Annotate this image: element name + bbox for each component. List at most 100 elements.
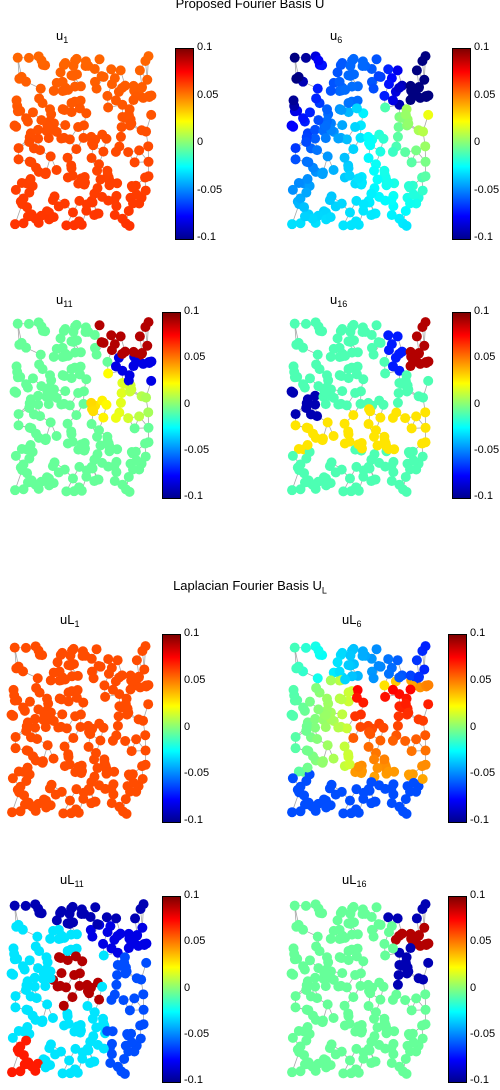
graph-node <box>102 431 113 442</box>
graph-node <box>293 1025 304 1036</box>
graph-node <box>420 407 431 418</box>
colorbar-tick-label: 0.05 <box>474 351 496 364</box>
graph-node <box>106 64 117 75</box>
colorbar <box>452 48 471 240</box>
graph-node <box>307 479 318 490</box>
graph-node <box>10 219 21 230</box>
panel-title-base: uL <box>342 612 357 627</box>
graph-node <box>56 399 67 410</box>
graph-node <box>27 373 38 384</box>
graph-node <box>392 397 403 408</box>
graph-node <box>128 361 139 372</box>
graph-node <box>143 141 154 152</box>
graph-node <box>19 1059 30 1070</box>
graph-node <box>114 672 125 683</box>
graph-node <box>344 1018 355 1029</box>
graph-node <box>36 321 47 332</box>
graph-node <box>63 1018 74 1029</box>
graph-node <box>341 723 352 734</box>
graph-node <box>299 790 310 801</box>
graph-node <box>12 52 23 63</box>
graph-node <box>400 957 411 968</box>
graph-node <box>379 680 390 691</box>
graph-node <box>43 399 54 410</box>
graph-node <box>417 185 428 196</box>
graph-node <box>106 178 117 189</box>
graph-node <box>290 409 301 420</box>
graph-node <box>386 209 397 220</box>
graph-node <box>56 905 67 916</box>
graph-node <box>333 133 344 144</box>
graph-node <box>67 992 78 1003</box>
graph-node <box>16 443 27 454</box>
graph-node <box>76 173 87 184</box>
graph-node <box>14 339 25 350</box>
graph-node <box>387 95 398 106</box>
graph-node <box>45 675 56 686</box>
graph-node <box>375 994 386 1005</box>
graph-node <box>124 486 135 497</box>
graph-node <box>84 988 95 999</box>
graph-node <box>392 979 403 990</box>
graph-node <box>48 351 59 362</box>
graph-node <box>34 359 45 370</box>
graph-node <box>289 642 300 653</box>
graph-node <box>75 95 86 106</box>
graph-node <box>64 908 75 919</box>
graph-node <box>403 707 414 718</box>
graph-node <box>128 198 139 209</box>
graph-node <box>401 486 412 497</box>
section-title-laplacian-sub: L <box>321 585 327 596</box>
graph-node <box>378 399 389 410</box>
graph-node <box>418 126 429 137</box>
graph-node <box>14 73 25 84</box>
graph-node <box>138 715 149 726</box>
graph-node <box>339 152 350 163</box>
graph-node <box>131 655 142 666</box>
graph-node <box>40 710 51 721</box>
colorbar-tick-label: -0.05 <box>184 1027 210 1040</box>
graph-node <box>86 419 97 430</box>
graph-node <box>112 720 123 731</box>
panel-title-sub: 6 <box>356 619 362 629</box>
graph-node <box>52 657 63 668</box>
graph-node <box>348 992 359 1003</box>
graph-node <box>325 675 336 686</box>
graph-node <box>357 322 368 333</box>
graph-node <box>357 904 368 915</box>
graph-node <box>97 981 108 992</box>
graph-node <box>328 430 339 441</box>
graph-node <box>74 461 85 472</box>
graph-node <box>40 434 51 445</box>
graph-node <box>411 993 422 1004</box>
graph-node <box>10 450 21 461</box>
graph-node <box>353 173 364 184</box>
colorbar-tick-label: 0.05 <box>184 673 206 686</box>
graph-node <box>351 1043 362 1054</box>
graph-node <box>325 85 336 96</box>
graph-node <box>94 994 105 1005</box>
graph-node <box>60 120 71 131</box>
graph-node <box>400 735 411 746</box>
graph-node <box>289 52 300 63</box>
graph-node <box>103 368 114 379</box>
graph-node <box>8 969 19 980</box>
graph-node <box>320 399 331 410</box>
graph-node <box>325 212 336 223</box>
colorbar-tick-label: -0.1 <box>184 1074 203 1086</box>
graph-node <box>136 974 147 985</box>
graph-node <box>102 90 113 101</box>
graph-node <box>386 475 397 486</box>
graph-node <box>30 479 41 490</box>
graph-node <box>320 133 331 144</box>
graph-node <box>343 751 354 762</box>
graph-node <box>365 140 376 151</box>
graph-node <box>59 198 70 209</box>
graph-node <box>312 993 323 1004</box>
graph-node <box>128 777 139 788</box>
graph-node <box>85 729 96 740</box>
graph-node <box>72 1021 83 1032</box>
graph-node <box>352 685 363 696</box>
graph-node <box>290 143 301 154</box>
graph-node <box>336 371 347 382</box>
